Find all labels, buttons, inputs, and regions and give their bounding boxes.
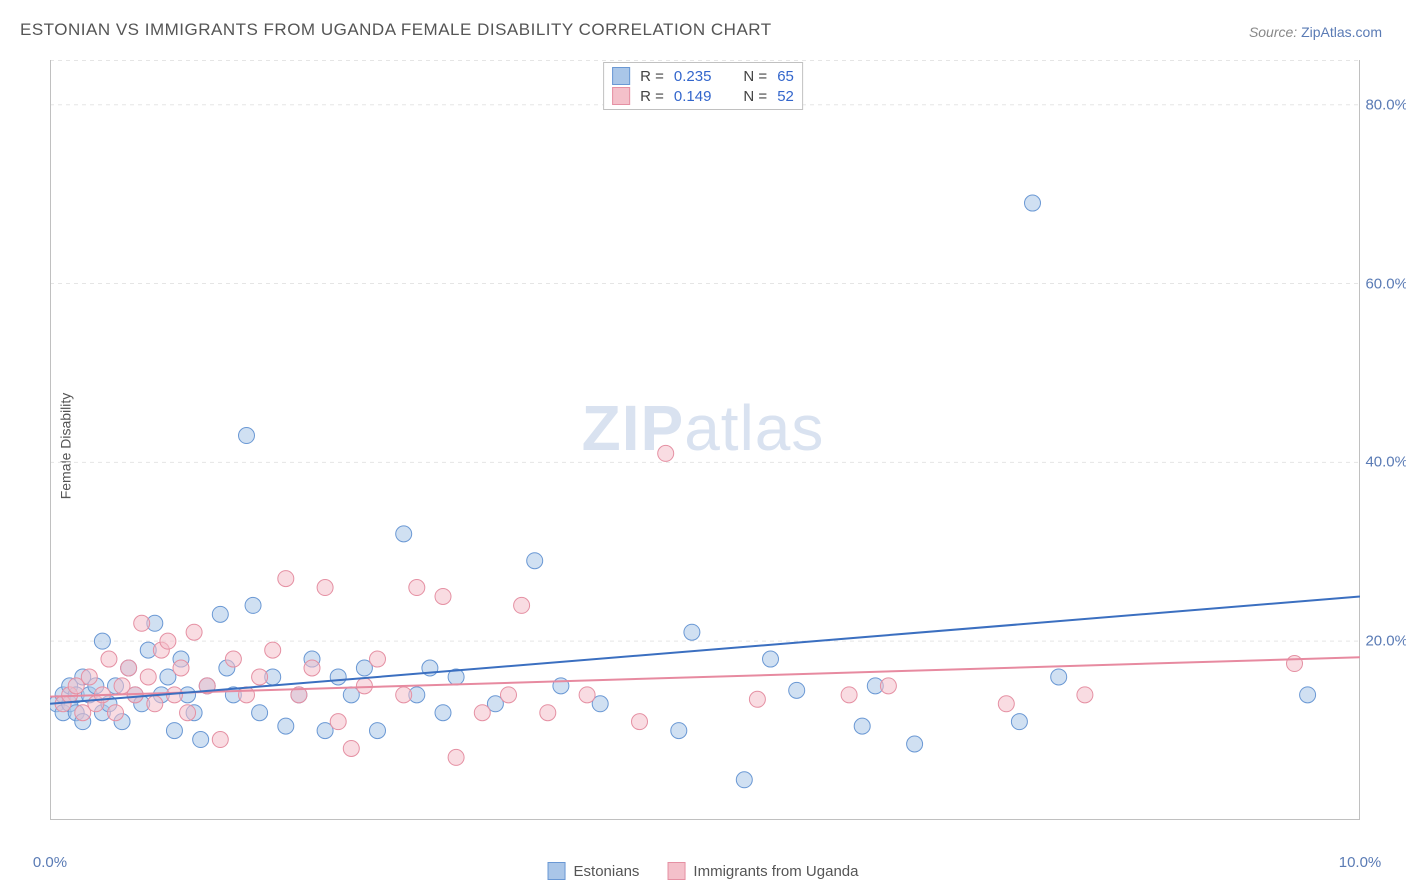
y-tick-label: 20.0% [1361,633,1406,650]
y-tick-label: 40.0% [1361,454,1406,471]
legend-swatch [548,862,566,880]
stats-row: R = 0.149 N = 52 [612,87,794,105]
plot-area [50,60,1360,820]
stats-r-label: R = [640,68,664,85]
stats-n-label: N = [743,68,767,85]
stats-legend-box: R = 0.235 N = 65 R = 0.149 N = 52 [603,62,803,110]
chart-title: ESTONIAN VS IMMIGRANTS FROM UGANDA FEMAL… [20,20,772,40]
stats-n-value: 52 [777,88,794,105]
stats-row: R = 0.235 N = 65 [612,67,794,85]
stats-n-label: N = [743,88,767,105]
x-tick-label: 0.0% [33,854,67,871]
stats-n-value: 65 [777,68,794,85]
source-value: ZipAtlas.com [1301,24,1382,40]
stats-swatch [612,67,630,85]
y-tick-label: 60.0% [1361,275,1406,292]
source-attribution: Source: ZipAtlas.com [1249,24,1382,40]
legend-label: Immigrants from Uganda [693,863,858,880]
legend-item: Immigrants from Uganda [667,862,858,880]
stats-swatch [612,87,630,105]
stats-r-value: 0.235 [674,68,712,85]
source-label: Source: [1249,24,1297,40]
legend-swatch [667,862,685,880]
y-tick-label: 80.0% [1361,96,1406,113]
legend-label: Estonians [574,863,640,880]
x-tick-label: 10.0% [1339,854,1382,871]
stats-r-value: 0.149 [674,88,712,105]
stats-r-label: R = [640,88,664,105]
legend-item: Estonians [548,862,640,880]
scatter-chart-svg [50,60,1360,820]
chart-container: ESTONIAN VS IMMIGRANTS FROM UGANDA FEMAL… [0,0,1406,892]
bottom-legend: Estonians Immigrants from Uganda [548,862,859,880]
